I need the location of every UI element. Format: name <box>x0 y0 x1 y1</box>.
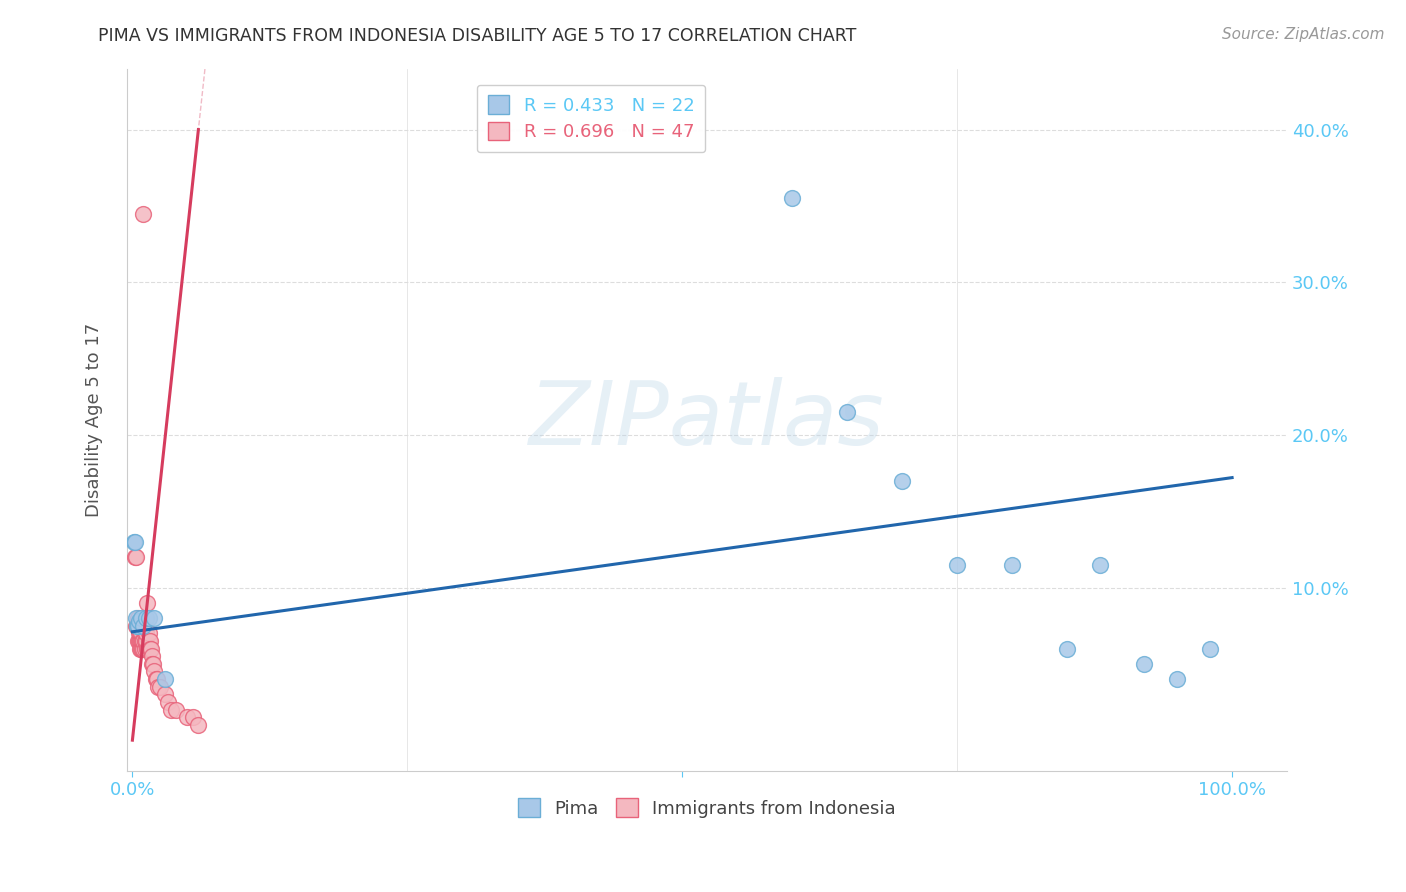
Point <box>127 618 149 632</box>
Point <box>134 634 156 648</box>
Point <box>129 611 152 625</box>
Point <box>128 614 150 628</box>
Point <box>155 687 177 701</box>
Point <box>125 549 148 564</box>
Point <box>136 641 159 656</box>
Point <box>131 641 153 656</box>
Point <box>129 641 152 656</box>
Point <box>141 657 163 671</box>
Point <box>149 680 172 694</box>
Point <box>125 611 148 625</box>
Point <box>135 626 157 640</box>
Point <box>125 618 148 632</box>
Point <box>138 626 160 640</box>
Point <box>129 634 152 648</box>
Point <box>129 641 152 656</box>
Point <box>135 611 157 625</box>
Point <box>143 665 166 679</box>
Text: ZIPatlas: ZIPatlas <box>529 376 884 463</box>
Point <box>139 641 162 656</box>
Point <box>134 641 156 656</box>
Point <box>891 474 914 488</box>
Point <box>146 680 169 694</box>
Point <box>138 611 160 625</box>
Point <box>1088 558 1111 572</box>
Point <box>122 534 145 549</box>
Point <box>145 672 167 686</box>
Point <box>129 626 152 640</box>
Point <box>156 695 179 709</box>
Point <box>187 718 209 732</box>
Point <box>165 703 187 717</box>
Point <box>124 534 146 549</box>
Point <box>135 596 157 610</box>
Point <box>1133 657 1156 671</box>
Point <box>155 672 177 686</box>
Text: PIMA VS IMMIGRANTS FROM INDONESIA DISABILITY AGE 5 TO 17 CORRELATION CHART: PIMA VS IMMIGRANTS FROM INDONESIA DISABI… <box>98 27 856 45</box>
Point <box>129 626 152 640</box>
Point <box>139 641 162 656</box>
Point <box>142 657 165 671</box>
Point <box>145 672 167 686</box>
Point <box>141 649 163 664</box>
Y-axis label: Disability Age 5 to 17: Disability Age 5 to 17 <box>86 323 103 516</box>
Point <box>1056 641 1078 656</box>
Point <box>135 641 157 656</box>
Point <box>946 558 969 572</box>
Point <box>128 626 150 640</box>
Point <box>125 618 148 632</box>
Point <box>131 634 153 648</box>
Point <box>139 634 162 648</box>
Point <box>1199 641 1222 656</box>
Point <box>127 618 149 632</box>
Text: Source: ZipAtlas.com: Source: ZipAtlas.com <box>1222 27 1385 42</box>
Point <box>1001 558 1024 572</box>
Point <box>138 634 160 648</box>
Point <box>780 191 803 205</box>
Legend: Pima, Immigrants from Indonesia: Pima, Immigrants from Indonesia <box>510 791 903 825</box>
Point <box>124 549 146 564</box>
Point <box>1166 672 1188 686</box>
Point <box>176 710 198 724</box>
Point <box>132 618 155 632</box>
Point <box>181 710 204 724</box>
Point <box>129 634 152 648</box>
Point <box>132 641 155 656</box>
Point <box>132 206 155 220</box>
Point <box>127 634 149 648</box>
Point <box>135 634 157 648</box>
Point <box>125 618 148 632</box>
Point <box>160 703 183 717</box>
Point <box>143 611 166 625</box>
Point <box>127 611 149 625</box>
Point <box>837 405 859 419</box>
Point <box>128 634 150 648</box>
Point <box>132 634 155 648</box>
